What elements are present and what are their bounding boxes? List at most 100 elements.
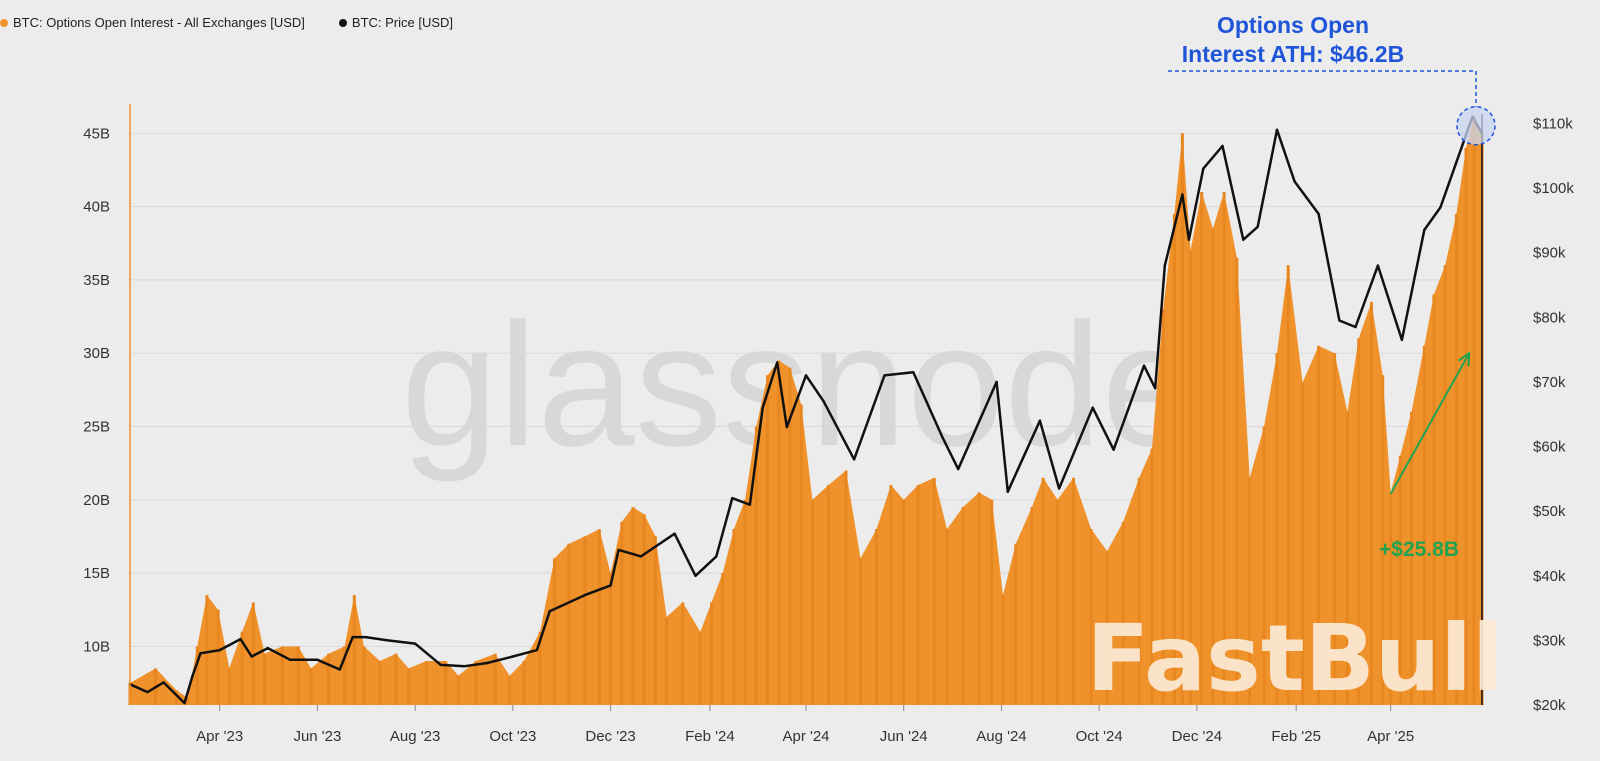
oi-bar xyxy=(1180,133,1184,706)
oi-bar xyxy=(1072,477,1075,705)
price-point xyxy=(1439,206,1442,209)
oi-bar xyxy=(1333,353,1337,705)
oi-bar xyxy=(1089,529,1093,705)
price-point xyxy=(941,435,944,438)
oi-bar xyxy=(990,499,994,705)
x-tick-label: Jun '23 xyxy=(293,728,341,745)
oi-bar xyxy=(1056,499,1059,705)
legend-item-price[interactable]: BTC: Price [USD] xyxy=(338,15,453,30)
price-point xyxy=(316,658,319,661)
price-point xyxy=(1038,419,1042,422)
price-point xyxy=(386,639,390,642)
oi-bar xyxy=(1472,115,1476,705)
oi-bar xyxy=(681,602,685,705)
price-point xyxy=(912,371,915,374)
price-point xyxy=(162,681,165,684)
price-point xyxy=(1376,264,1380,267)
oi-bar xyxy=(597,529,601,705)
oi-bar xyxy=(280,646,284,705)
price-point xyxy=(995,380,998,384)
oi-bar xyxy=(844,470,848,705)
price-point xyxy=(351,635,354,639)
oi-bar xyxy=(1381,375,1385,705)
price-point xyxy=(1091,406,1094,409)
oi-bar xyxy=(1137,477,1141,705)
oi-bar xyxy=(205,595,209,705)
legend-dot-black xyxy=(338,18,347,27)
left-tick-label: 35B xyxy=(83,272,110,289)
price-point xyxy=(822,400,825,403)
oi-bar xyxy=(538,631,542,705)
price-point xyxy=(191,674,194,678)
oi-bar xyxy=(263,653,267,705)
right-tick-label: $70k xyxy=(1533,374,1566,391)
price-point xyxy=(673,532,676,535)
price-point xyxy=(1057,487,1061,490)
x-tick-label: Aug '23 xyxy=(390,728,440,745)
legend-label-options-oi: BTC: Options Open Interest - All Exchang… xyxy=(13,15,305,30)
oi-bar xyxy=(1410,411,1413,705)
price-point xyxy=(239,637,242,641)
oi-bar xyxy=(945,529,949,705)
left-tick-label: 30B xyxy=(83,345,110,362)
oi-bar xyxy=(932,477,936,705)
oi-bar xyxy=(1222,192,1226,705)
oi-bar xyxy=(698,631,702,705)
oi-bar xyxy=(343,646,347,705)
price-point xyxy=(439,663,442,667)
oi-bar xyxy=(1370,301,1373,705)
left-tick-label: 40B xyxy=(83,199,110,216)
price-point xyxy=(364,635,367,639)
delta-label: +$25.8B xyxy=(1379,538,1459,561)
oi-bar xyxy=(1464,148,1468,705)
oi-bar xyxy=(1357,338,1361,705)
delta-annotation: +$25.8B xyxy=(1379,351,1471,561)
x-tick-label: Apr '24 xyxy=(782,728,829,745)
oi-bar xyxy=(1211,228,1215,705)
price-point xyxy=(1163,264,1167,267)
oi-bar xyxy=(1001,595,1005,705)
oi-bar xyxy=(583,536,587,705)
oi-bar xyxy=(378,661,382,705)
right-tick-label: $30k xyxy=(1533,632,1566,649)
x-tick-label: Oct '24 xyxy=(1076,728,1123,745)
oi-bar xyxy=(1172,213,1176,705)
oi-bar xyxy=(1389,492,1393,705)
oi-bar xyxy=(394,653,398,705)
oi-bar xyxy=(195,646,199,705)
options-oi-area xyxy=(130,115,1482,705)
oi-bar xyxy=(1121,521,1125,705)
oi-bar xyxy=(799,404,803,705)
ath-label-line1: Options Open xyxy=(1217,12,1369,38)
oi-bar xyxy=(1235,257,1239,705)
price-point xyxy=(250,655,253,658)
oi-bar xyxy=(1105,551,1109,705)
oi-bar xyxy=(631,507,635,705)
right-tick-label: $60k xyxy=(1533,439,1566,456)
price-point xyxy=(511,655,515,658)
price-point xyxy=(583,593,587,597)
oi-bar xyxy=(309,668,313,705)
left-tick-label: 10B xyxy=(83,638,110,655)
price-point xyxy=(617,548,620,552)
price-point xyxy=(1202,167,1205,170)
left-tick-label: 25B xyxy=(83,418,110,435)
price-point xyxy=(218,648,221,652)
oi-bar xyxy=(296,646,300,705)
oi-bar xyxy=(251,602,255,705)
legend-item-options-oi[interactable]: BTC: Options Open Interest - All Exchang… xyxy=(0,15,305,30)
oi-bar xyxy=(653,536,657,705)
oi-bar xyxy=(175,690,178,705)
oi-bar xyxy=(665,617,669,705)
price-point xyxy=(1317,212,1320,216)
oi-bar xyxy=(732,529,736,705)
x-tick-label: Feb '25 xyxy=(1271,728,1321,745)
price-point xyxy=(1338,319,1341,322)
left-tick-label: 15B xyxy=(83,565,110,582)
oi-bar xyxy=(474,661,478,705)
oi-bar xyxy=(710,602,713,705)
right-tick-label: $20k xyxy=(1533,697,1566,714)
oi-bar xyxy=(743,499,747,705)
price-point xyxy=(1142,364,1146,367)
